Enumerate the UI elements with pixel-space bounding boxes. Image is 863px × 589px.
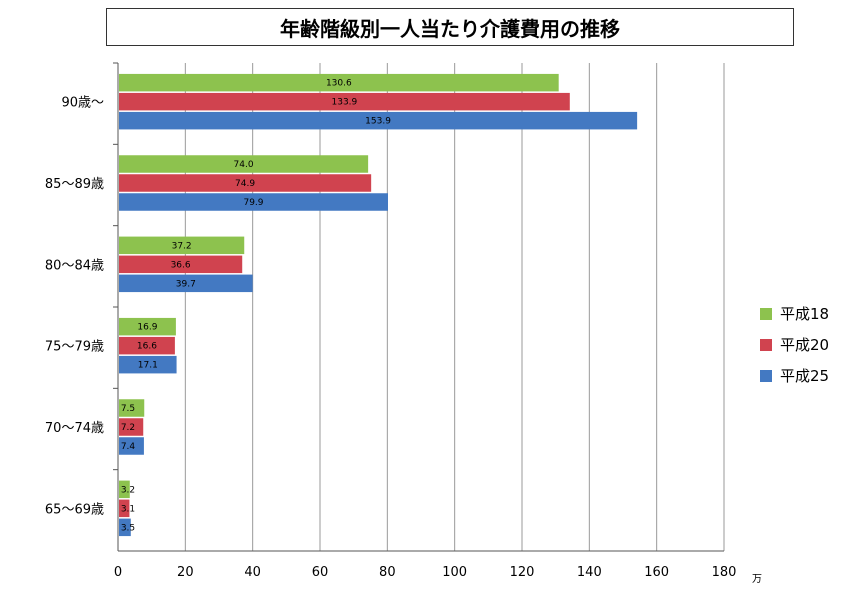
bar-value-label: 17.1 — [138, 361, 158, 371]
bar — [119, 518, 131, 537]
legend-label-heisei25: 平成25 — [780, 367, 830, 385]
x-axis-unit: 万 — [752, 574, 762, 585]
x-tick-label: 100 — [442, 565, 467, 580]
legend-item-heisei20: 平成20 — [760, 329, 829, 360]
x-tick-label: 20 — [177, 565, 194, 580]
x-tick-label: 140 — [577, 565, 602, 580]
category-label: 65～69歳 — [45, 502, 104, 517]
bar-value-label: 79.9 — [243, 198, 263, 208]
x-tick-label: 0 — [114, 565, 122, 580]
bar-value-label: 74.9 — [235, 179, 255, 189]
legend-swatch-heisei25 — [760, 369, 772, 382]
bar-value-label: 7.4 — [121, 442, 136, 452]
bar — [119, 92, 570, 111]
bar-value-label: 3.2 — [121, 485, 135, 495]
bar — [119, 355, 177, 374]
legend-swatch-heisei18 — [760, 307, 772, 320]
x-tick-label: 40 — [244, 565, 261, 580]
bar — [119, 480, 130, 499]
category-label: 90歳～ — [61, 96, 104, 111]
bar-value-label: 7.5 — [121, 404, 135, 414]
category-label: 85～89歳 — [45, 177, 104, 192]
bar-value-label: 16.6 — [137, 342, 157, 352]
legend-label-heisei20: 平成20 — [780, 336, 830, 354]
category-label: 75～79歳 — [45, 340, 104, 355]
bar-value-label: 74.0 — [234, 160, 254, 170]
legend: 平成18 平成20 平成25 — [760, 298, 829, 391]
legend-item-heisei18: 平成18 — [760, 298, 829, 329]
category-label: 80～84歳 — [45, 258, 104, 273]
bar-value-label: 3.5 — [121, 523, 135, 533]
bar-value-label: 130.6 — [326, 79, 352, 89]
bar-value-label: 153.9 — [365, 117, 391, 127]
bar — [119, 236, 245, 255]
bar — [119, 73, 559, 92]
bar — [119, 111, 638, 130]
bar — [119, 255, 243, 274]
x-tick-label: 80 — [379, 565, 396, 580]
chart-title: 年齢階級別一人当たり介護費用の推移 — [106, 8, 794, 46]
x-tick-label: 180 — [712, 565, 737, 580]
legend-item-heisei25: 平成25 — [760, 360, 829, 391]
bar — [119, 418, 144, 436]
bar-value-label: 16.9 — [137, 323, 157, 333]
bar-value-label: 37.2 — [172, 241, 192, 251]
x-tick-label: 120 — [510, 565, 535, 580]
bar-value-label: 3.1 — [121, 504, 135, 514]
bar — [119, 317, 176, 336]
bar — [119, 499, 130, 518]
bar — [119, 274, 253, 293]
bar — [119, 437, 144, 455]
bar-value-label: 39.7 — [176, 279, 196, 289]
bar — [119, 193, 388, 211]
bar-value-label: 36.6 — [171, 260, 191, 270]
x-tick-label: 60 — [312, 565, 329, 580]
bar-value-label: 133.9 — [332, 98, 358, 108]
bar — [119, 174, 372, 192]
category-label: 70～74歳 — [45, 421, 104, 436]
legend-swatch-heisei20 — [760, 338, 772, 351]
bar-value-label: 7.2 — [121, 423, 135, 433]
x-tick-label: 160 — [644, 565, 669, 580]
bar — [119, 336, 175, 355]
bar — [119, 399, 145, 417]
legend-label-heisei18: 平成18 — [780, 305, 830, 323]
bar — [119, 155, 369, 173]
